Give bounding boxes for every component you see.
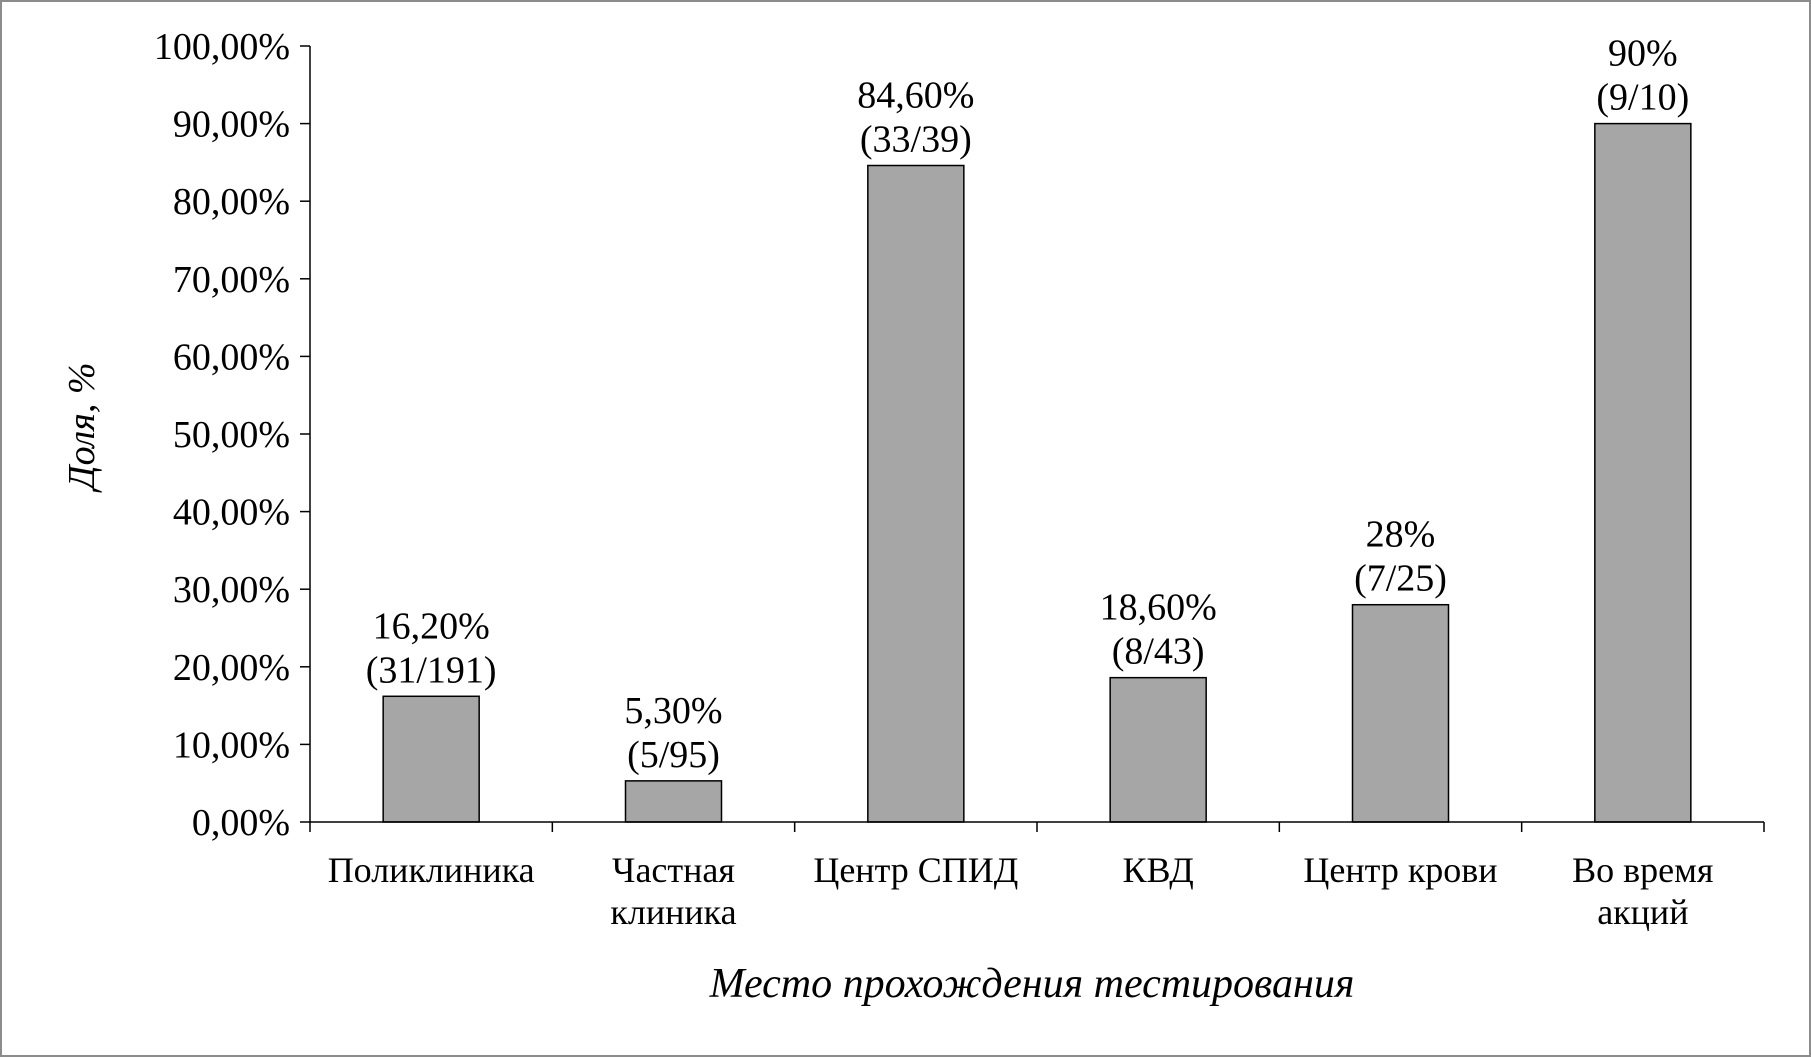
data-labels: 16,20% (31/191) 5,30% (5/95) 84,60% (33/39) 18… <box>366 33 1690 776</box>
y-tick-label: 80,00% <box>173 181 290 223</box>
x-tick-label: Во время акций <box>1572 850 1713 932</box>
y-tick-label: 0,00% <box>192 802 290 844</box>
x-tick-label: КВД <box>1123 850 1194 890</box>
y-tick-label: 50,00% <box>173 414 290 456</box>
bar-data-label: 18,60% (8/43) <box>1100 587 1217 673</box>
x-tick-label: Центр СПИД <box>813 850 1018 890</box>
bars <box>382 122 1692 823</box>
x-tick-label: Поликлиника <box>328 850 535 890</box>
bar-data-label: 16,20% (31/191) <box>366 605 497 691</box>
bar-data-label: 28% (7/25) <box>1354 514 1447 600</box>
y-axis-title: Доля, % <box>61 362 103 492</box>
y-axis-ticks: 0,00% 10,00% 20,00% 30,00% 40,00% 50,00% 60,00… <box>154 26 310 844</box>
bar <box>1351 603 1450 823</box>
bar <box>867 164 965 823</box>
x-axis-ticks: Поликлиника Частная клиника Центр СПИД КВД Це… <box>309 822 1765 932</box>
y-tick-label: 90,00% <box>173 104 290 146</box>
x-axis-title: Место прохождения тестирования <box>709 961 1355 1007</box>
y-tick-label: 70,00% <box>173 259 290 301</box>
y-tick-label: 30,00% <box>173 569 290 611</box>
y-tick-label: 100,00% <box>154 26 290 68</box>
y-tick-label: 60,00% <box>173 336 290 378</box>
y-tick-label: 40,00% <box>173 492 290 534</box>
x-tick-label: Центр крови <box>1303 850 1497 890</box>
bar <box>1109 676 1207 823</box>
bar <box>624 780 723 823</box>
bar-data-label: 5,30% (5/95) <box>624 690 722 776</box>
y-tick-label: 20,00% <box>173 647 290 689</box>
x-tick-label: Частная клиника <box>610 850 736 932</box>
bar <box>1594 122 1692 823</box>
bar-data-label: 84,60% (33/39) <box>857 75 974 161</box>
y-tick-label: 10,00% <box>173 724 290 766</box>
bar <box>382 695 480 823</box>
bar-data-label: 90% (9/10) <box>1596 33 1689 119</box>
